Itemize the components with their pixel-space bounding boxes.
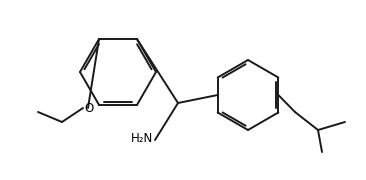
Text: O: O bbox=[85, 102, 94, 114]
Text: H₂N: H₂N bbox=[131, 132, 153, 145]
